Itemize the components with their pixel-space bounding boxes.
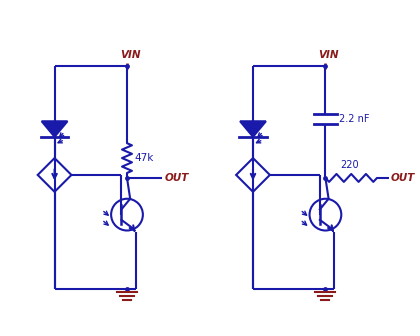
Text: 47k: 47k (135, 153, 154, 163)
Text: OUT: OUT (165, 173, 189, 183)
Polygon shape (240, 121, 266, 137)
Text: VIN: VIN (318, 50, 339, 60)
Polygon shape (42, 121, 68, 137)
Text: 220: 220 (340, 160, 359, 170)
Text: 2.2 nF: 2.2 nF (339, 114, 370, 124)
Text: VIN: VIN (120, 50, 140, 60)
Text: OUT: OUT (391, 173, 415, 183)
